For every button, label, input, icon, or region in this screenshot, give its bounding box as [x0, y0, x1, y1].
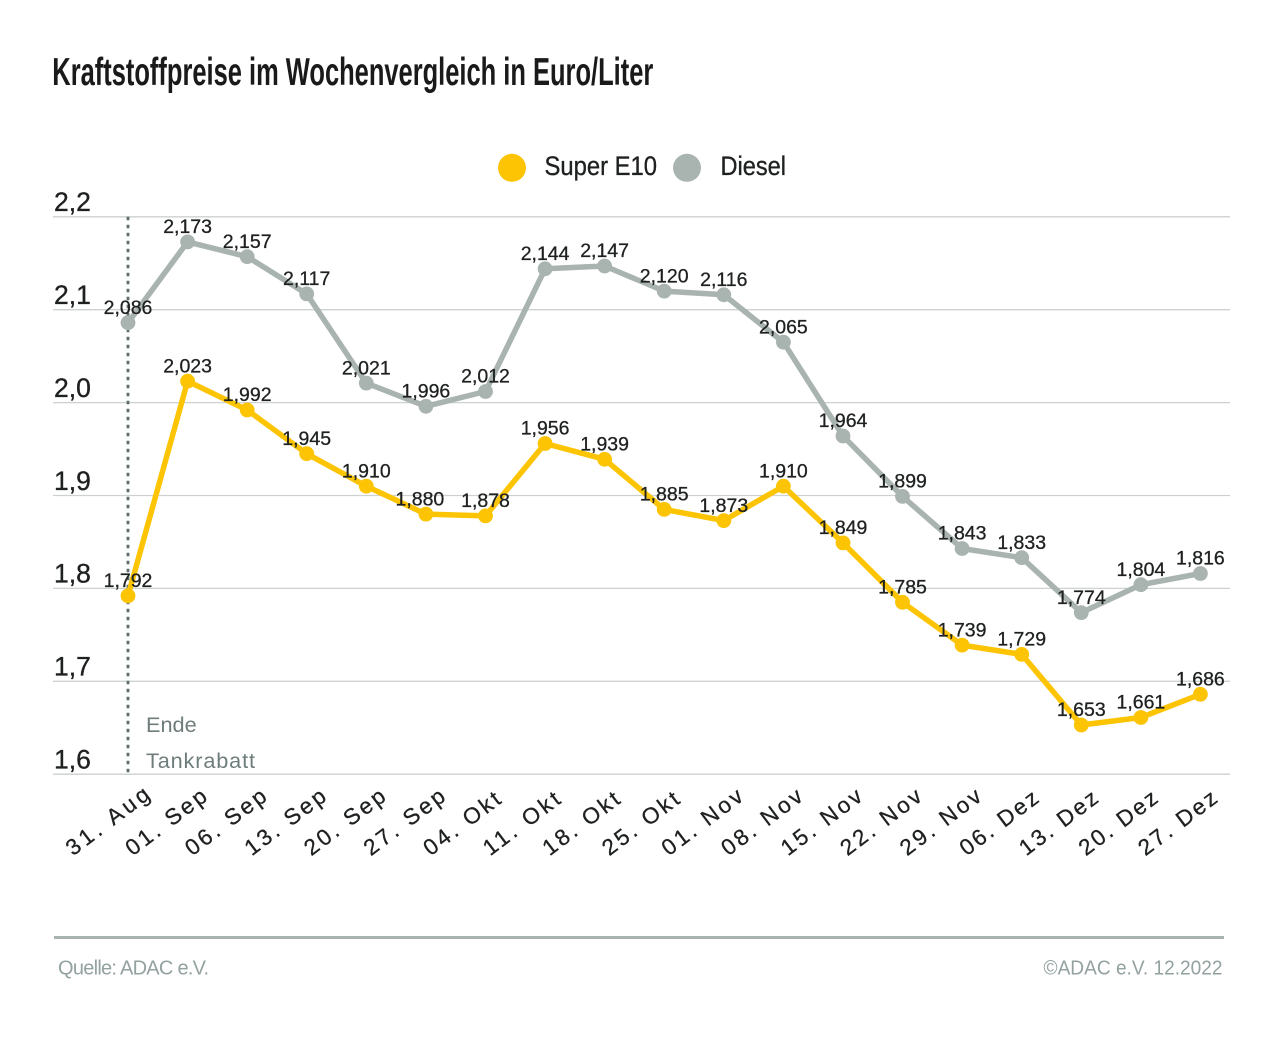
- svg-text:1,878: 1,878: [461, 490, 510, 512]
- svg-text:2,147: 2,147: [580, 240, 629, 262]
- svg-text:2,120: 2,120: [640, 265, 689, 287]
- svg-text:1,880: 1,880: [395, 488, 444, 510]
- svg-text:2,2: 2,2: [54, 187, 91, 217]
- svg-text:1,729: 1,729: [997, 629, 1046, 651]
- svg-text:1,774: 1,774: [1057, 587, 1106, 609]
- svg-text:1,792: 1,792: [104, 570, 153, 592]
- svg-text:©ADAC e.V. 12.2022: ©ADAC e.V. 12.2022: [1044, 958, 1223, 980]
- svg-text:1,816: 1,816: [1176, 548, 1225, 570]
- svg-text:1,849: 1,849: [819, 517, 868, 539]
- svg-text:1,945: 1,945: [282, 428, 331, 450]
- svg-text:2,021: 2,021: [342, 357, 391, 379]
- svg-text:Diesel: Diesel: [721, 151, 787, 181]
- svg-text:1,956: 1,956: [521, 418, 570, 440]
- svg-text:2,086: 2,086: [104, 297, 153, 319]
- svg-text:2,116: 2,116: [700, 269, 747, 291]
- svg-text:1,843: 1,843: [938, 523, 987, 545]
- svg-text:1,992: 1,992: [223, 384, 272, 406]
- svg-text:1,873: 1,873: [699, 495, 748, 517]
- svg-text:Kraftstoffpreise im Wochenverg: Kraftstoffpreise im Wochenvergleich in E…: [52, 51, 653, 94]
- svg-text:2,0: 2,0: [54, 373, 91, 403]
- svg-text:1,785: 1,785: [878, 577, 927, 599]
- svg-text:1,9: 1,9: [54, 466, 91, 496]
- svg-text:2,065: 2,065: [759, 316, 808, 338]
- svg-text:2,157: 2,157: [223, 231, 272, 253]
- svg-text:2,117: 2,117: [283, 268, 330, 290]
- svg-text:1,739: 1,739: [938, 619, 987, 641]
- svg-text:1,996: 1,996: [401, 381, 450, 403]
- svg-text:1,6: 1,6: [54, 745, 91, 775]
- svg-text:1,804: 1,804: [1116, 559, 1165, 581]
- svg-text:Tankrabatt: Tankrabatt: [146, 748, 255, 773]
- svg-text:1,686: 1,686: [1176, 669, 1225, 691]
- svg-text:1,833: 1,833: [997, 532, 1046, 554]
- svg-text:1,653: 1,653: [1057, 699, 1106, 721]
- svg-text:1,661: 1,661: [1116, 692, 1165, 714]
- svg-text:Super E10: Super E10: [545, 151, 658, 181]
- svg-text:Quelle: ADAC e.V.: Quelle: ADAC e.V.: [58, 958, 209, 980]
- svg-text:1,885: 1,885: [640, 484, 689, 506]
- svg-text:Ende: Ende: [146, 712, 197, 737]
- svg-text:2,023: 2,023: [163, 355, 212, 377]
- svg-text:2,1: 2,1: [54, 280, 91, 310]
- svg-text:1,939: 1,939: [580, 434, 629, 456]
- svg-text:1,8: 1,8: [54, 559, 91, 589]
- svg-text:2,012: 2,012: [461, 366, 510, 388]
- svg-text:1,910: 1,910: [342, 460, 391, 482]
- svg-text:1,899: 1,899: [878, 471, 927, 493]
- svg-text:1,910: 1,910: [759, 460, 808, 482]
- svg-text:1,7: 1,7: [54, 652, 91, 682]
- svg-text:2,144: 2,144: [521, 243, 570, 265]
- svg-text:1,964: 1,964: [819, 410, 868, 432]
- svg-text:2,173: 2,173: [163, 216, 212, 238]
